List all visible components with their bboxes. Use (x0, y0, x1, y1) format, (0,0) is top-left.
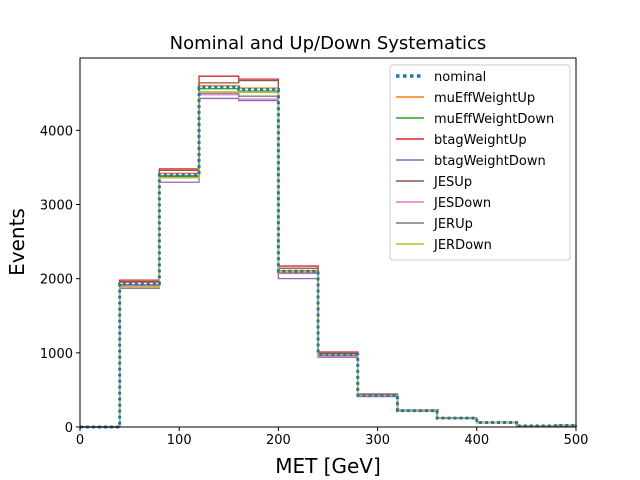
series-layer (80, 75, 578, 429)
y-tick-label: 2000 (40, 273, 73, 288)
series-nominal (80, 85, 578, 429)
legend-label-JERUp: JERUp (433, 217, 473, 232)
legend-label-nominal: nominal (434, 70, 486, 85)
legend-box (389, 64, 571, 261)
legend-label-JESDown: JESDown (433, 196, 491, 211)
legend-label-muEffWeightDown: muEffWeightDown (434, 112, 554, 127)
chart-title: Nominal and Up/Down Systematics (170, 33, 487, 54)
x-tick-label: 400 (464, 433, 489, 448)
x-tick-label: 100 (167, 433, 192, 448)
x-axis: 0 100 200 300 400 500 (76, 427, 589, 448)
y-tick-label: 4000 (40, 124, 73, 139)
y-tick-label: 0 (65, 421, 73, 436)
x-tick-label: 300 (365, 433, 390, 448)
x-axis-label: MET [GeV] (275, 454, 381, 478)
x-tick-label: 500 (564, 433, 589, 448)
y-axis: 0 1000 2000 3000 4000 (40, 124, 80, 436)
plot-frame (79, 57, 577, 428)
y-axis-label: Events (5, 208, 29, 276)
legend-label-muEffWeightUp: muEffWeightUp (434, 91, 535, 106)
x-tick-label: 200 (266, 433, 291, 448)
legend-label-JESUp: JESUp (433, 175, 472, 190)
legend-label-btagWeightDown: btagWeightDown (434, 154, 546, 169)
y-tick-label: 1000 (40, 347, 73, 362)
x-tick-label: 0 (76, 433, 84, 448)
legend-label-btagWeightUp: btagWeightUp (434, 133, 527, 148)
y-tick-label: 3000 (40, 198, 73, 213)
legend: nominal muEffWeightUp muEffWeightDown btagW… (389, 64, 571, 261)
legend-label-JERDown: JERDown (433, 238, 492, 253)
